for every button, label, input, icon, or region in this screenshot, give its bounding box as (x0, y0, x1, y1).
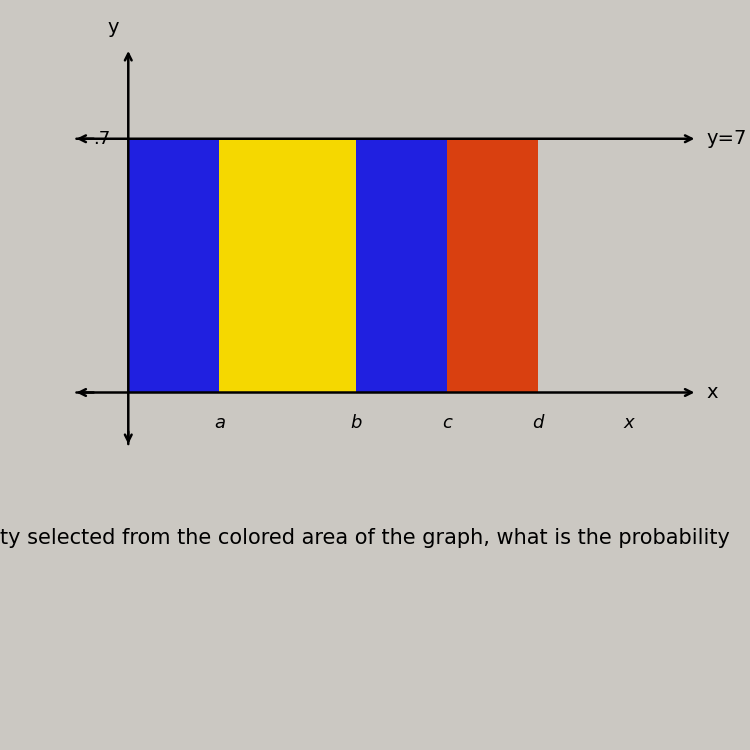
Text: x: x (624, 414, 634, 432)
Text: a: a (214, 414, 225, 432)
Text: ty selected from the colored area of the graph, what is the probability: ty selected from the colored area of the… (0, 527, 730, 548)
Text: b: b (350, 414, 361, 432)
Text: c: c (442, 414, 452, 432)
Text: x: x (706, 383, 718, 402)
Text: d: d (532, 414, 544, 432)
Bar (447, 139, 538, 392)
Bar (356, 139, 447, 392)
Bar (219, 139, 356, 392)
Text: y=7: y=7 (706, 129, 747, 149)
Bar (128, 139, 219, 392)
Text: y: y (108, 18, 119, 38)
Text: .7: .7 (93, 130, 110, 148)
